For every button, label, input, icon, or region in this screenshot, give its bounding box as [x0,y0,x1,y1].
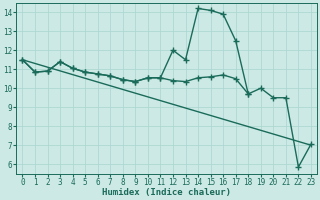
X-axis label: Humidex (Indice chaleur): Humidex (Indice chaleur) [102,188,231,197]
